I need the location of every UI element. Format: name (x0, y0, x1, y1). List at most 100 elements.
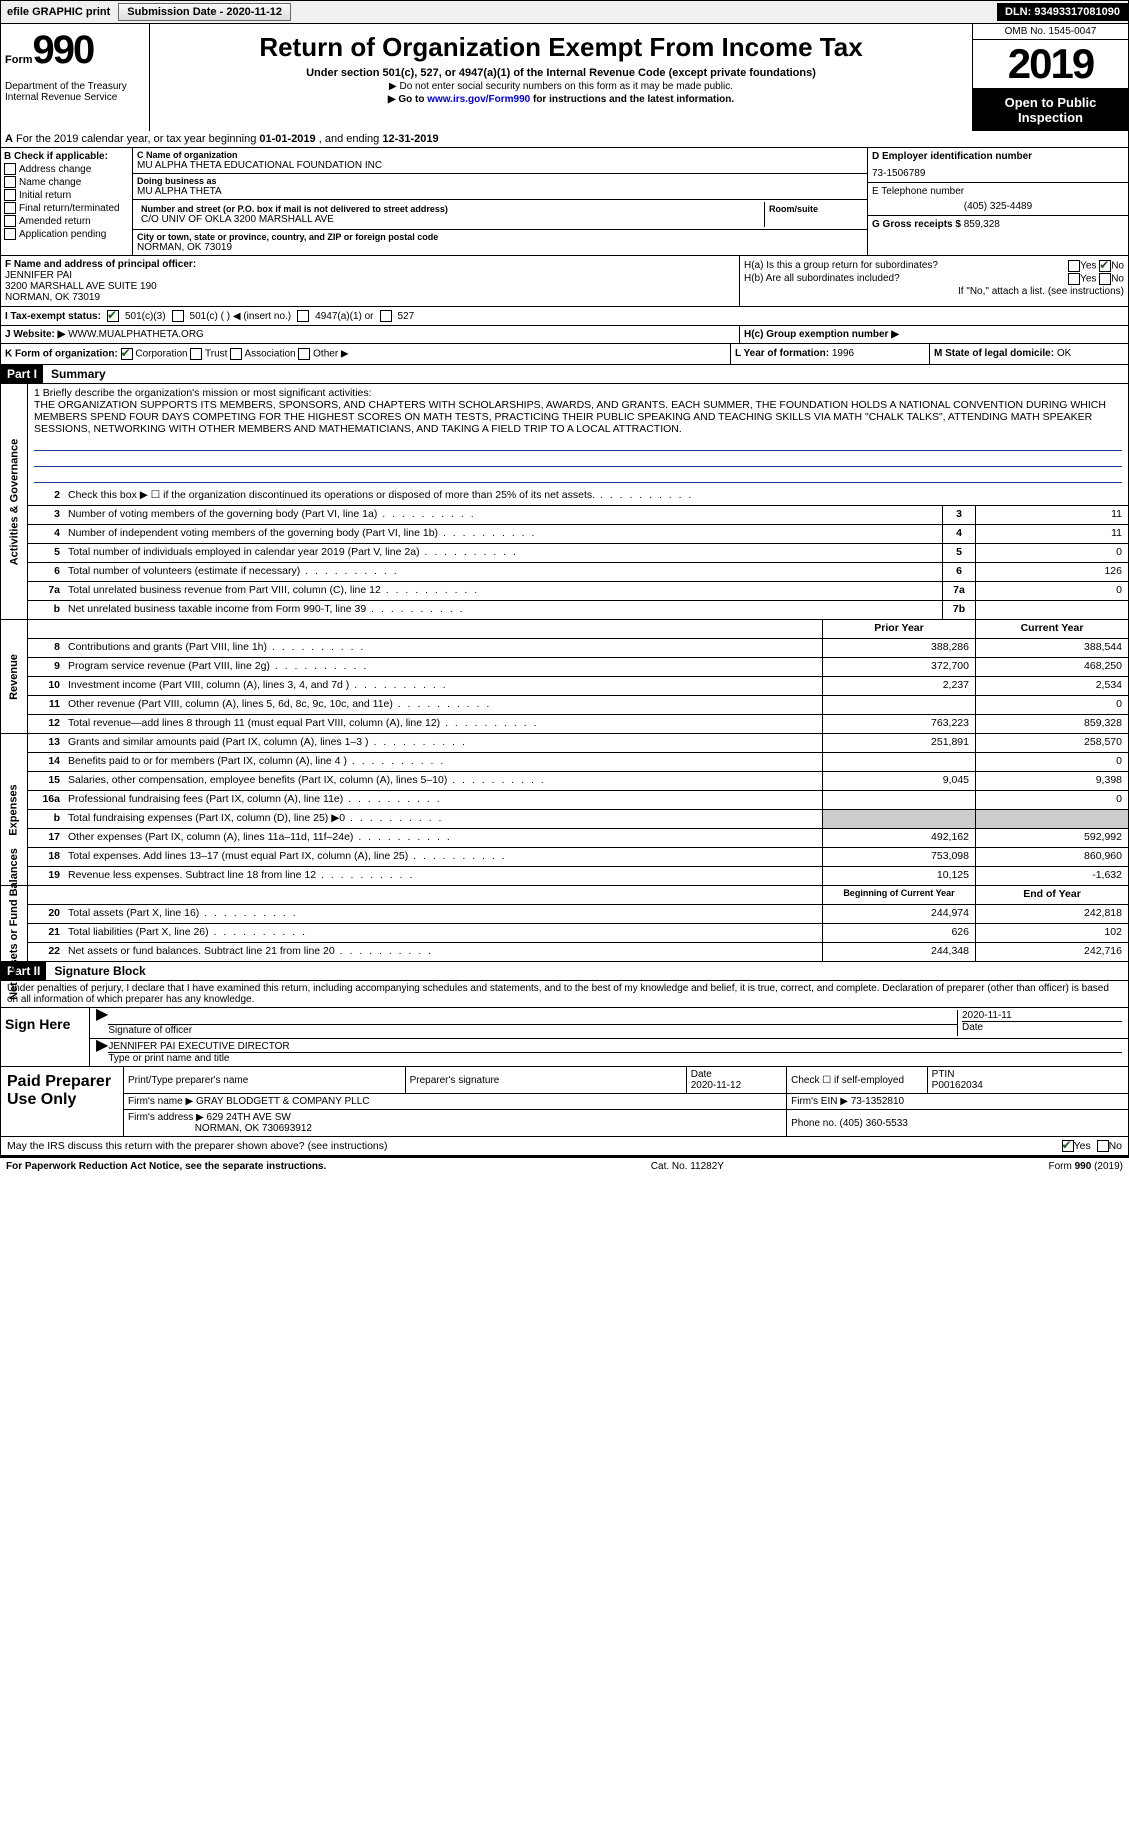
submission-date-button[interactable]: Submission Date - 2020-11-12 (118, 3, 291, 21)
exp-content: 13Grants and similar amounts paid (Part … (28, 734, 1128, 885)
current-val: 468,250 (975, 658, 1128, 676)
current-val: 0 (975, 696, 1128, 714)
prior-val: 9,045 (822, 772, 975, 790)
chk-other[interactable] (298, 348, 310, 360)
form-footer: Form 990 (2019) (1049, 1161, 1123, 1172)
end-year-header: End of Year (975, 886, 1128, 904)
current-val: 592,992 (975, 829, 1128, 847)
open-public-label: Open to Public Inspection (973, 89, 1128, 131)
discuss-no-chk[interactable] (1097, 1140, 1109, 1152)
arrow-icon: ▶ (96, 1041, 108, 1064)
prior-val (822, 696, 975, 714)
current-val: 388,544 (975, 639, 1128, 657)
signature-block: Under penalties of perjury, I declare th… (0, 981, 1129, 1067)
col-b-checkboxes: B Check if applicable: Address change Na… (1, 148, 133, 255)
chk-final-return[interactable]: Final return/terminated (4, 202, 129, 214)
dln-label: DLN: 93493317081090 (997, 3, 1128, 21)
form-number: Form990 (5, 28, 145, 73)
chk-name-change[interactable]: Name change (4, 176, 129, 188)
begin-val: 244,348 (822, 943, 975, 961)
rev-header-row: Prior Year Current Year (28, 620, 1128, 639)
year-formation: L Year of formation: 1996 (731, 344, 930, 364)
net-assets-block: Net Assets or Fund Balances Beginning of… (0, 886, 1129, 962)
prior-val: 492,162 (822, 829, 975, 847)
ha-no-chk[interactable] (1099, 260, 1111, 272)
part1-title: Summary (43, 365, 114, 383)
firm-name-row: Firm's name ▶ GRAY BLODGETT & COMPANY PL… (124, 1094, 1128, 1110)
top-bar: efile GRAPHIC print Submission Date - 20… (0, 0, 1129, 24)
line-value: 126 (975, 563, 1128, 581)
vert-revenue: Revenue (1, 620, 28, 733)
current-val: -1,632 (975, 867, 1128, 885)
chk-501c3[interactable] (107, 310, 119, 322)
discuss-yes-chk[interactable] (1062, 1140, 1074, 1152)
net-header-row: Beginning of Current Year End of Year (28, 886, 1128, 905)
chk-assoc[interactable] (230, 348, 242, 360)
line-box: 7b (942, 601, 975, 619)
current-val: 860,960 (975, 848, 1128, 866)
part2-title: Signature Block (46, 962, 153, 980)
current-year-header: Current Year (975, 620, 1128, 638)
vert-net: Net Assets or Fund Balances (1, 886, 28, 961)
activities-governance-block: Activities & Governance 1 Briefly descri… (0, 384, 1129, 620)
expenses-block: Expenses 13Grants and similar amounts pa… (0, 734, 1129, 886)
line-value: 0 (975, 544, 1128, 562)
line-value: 11 (975, 506, 1128, 524)
paid-preparer-block: Paid Preparer Use Only Print/Type prepar… (0, 1067, 1129, 1137)
note-1: ▶ Do not enter social security numbers o… (154, 81, 968, 92)
cat-no: Cat. No. 11282Y (651, 1161, 724, 1172)
irs-link[interactable]: www.irs.gov/Form990 (427, 94, 530, 105)
form-of-org: K Form of organization: Corporation Trus… (1, 344, 731, 364)
chk-application-pending[interactable]: Application pending (4, 228, 129, 240)
chk-4947[interactable] (297, 310, 309, 322)
state-domicile: M State of legal domicile: OK (930, 344, 1128, 364)
hb-line: H(b) Are all subordinates included? Yes … (744, 273, 1124, 285)
chk-corp[interactable] (121, 348, 133, 360)
exp-line-18: 18Total expenses. Add lines 13–17 (must … (28, 848, 1128, 867)
prior-val (822, 791, 975, 809)
exp-line-13: 13Grants and similar amounts paid (Part … (28, 734, 1128, 753)
ha-yes-chk[interactable] (1068, 260, 1080, 272)
omb-label: OMB No. 1545-0047 (973, 24, 1128, 40)
hb-no-chk[interactable] (1099, 273, 1111, 285)
col-right: D Employer identification number 73-1506… (867, 148, 1128, 255)
prior-val (822, 753, 975, 771)
line-value (975, 601, 1128, 619)
ha-line: H(a) Is this a group return for subordin… (744, 260, 1124, 272)
rev-content: Prior Year Current Year 8Contributions a… (28, 620, 1128, 733)
prior-val: 251,891 (822, 734, 975, 752)
org-name-box: C Name of organization MU ALPHA THETA ED… (133, 148, 867, 174)
current-val: 9,398 (975, 772, 1128, 790)
mission-block: 1 Briefly describe the organization's mi… (28, 384, 1128, 487)
sign-here-label: Sign Here (1, 1008, 90, 1066)
tax-year: 2019 (973, 40, 1128, 89)
row-a: A For the 2019 calendar year, or tax yea… (0, 131, 1129, 148)
row-k: K Form of organization: Corporation Trus… (0, 344, 1129, 365)
firm-addr-row: Firm's address ▶ 629 24TH AVE SW NORMAN,… (124, 1110, 1128, 1137)
form-title: Return of Organization Exempt From Incom… (154, 32, 968, 63)
current-val: 0 (975, 791, 1128, 809)
chk-527[interactable] (380, 310, 392, 322)
exp-line-14: 14Benefits paid to or for members (Part … (28, 753, 1128, 772)
line-box: 3 (942, 506, 975, 524)
gov-line-6: 6Total number of volunteers (estimate if… (28, 563, 1128, 582)
chk-trust[interactable] (190, 348, 202, 360)
prior-year-header: Prior Year (822, 620, 975, 638)
ein-box: D Employer identification number 73-1506… (868, 148, 1128, 183)
gov-line-5: 5Total number of individuals employed in… (28, 544, 1128, 563)
chk-initial-return[interactable]: Initial return (4, 189, 129, 201)
prior-val: 10,125 (822, 867, 975, 885)
chk-address-change[interactable]: Address change (4, 163, 129, 175)
dept-label: Department of the Treasury Internal Reve… (5, 81, 145, 103)
current-val: 859,328 (975, 715, 1128, 733)
current-val: 0 (975, 753, 1128, 771)
room-suite: Room/suite (765, 202, 863, 227)
chk-amended-return[interactable]: Amended return (4, 215, 129, 227)
row-j: J Website: ▶ WWW.MUALPHATHETA.ORG H(c) G… (0, 326, 1129, 344)
line-box: 7a (942, 582, 975, 600)
hb-yes-chk[interactable] (1068, 273, 1080, 285)
net-line-20: 20Total assets (Part X, line 16)244,9742… (28, 905, 1128, 924)
line-box: 6 (942, 563, 975, 581)
chk-501c[interactable] (172, 310, 184, 322)
header-center: Return of Organization Exempt From Incom… (150, 24, 972, 131)
